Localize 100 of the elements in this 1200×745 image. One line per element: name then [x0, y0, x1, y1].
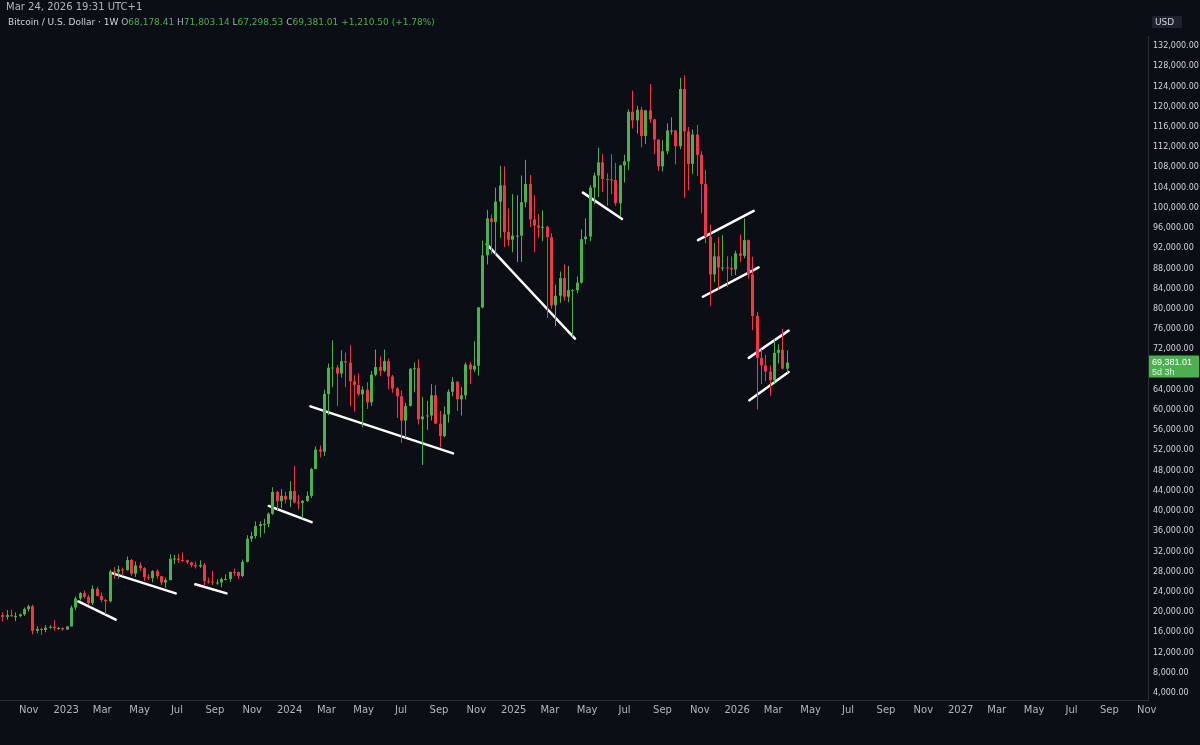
candlestick — [349, 344, 352, 407]
y-tick-label: 8,000.00 — [1153, 667, 1189, 677]
x-tick-label: Nov — [466, 703, 487, 715]
candlestick — [601, 153, 604, 193]
candlestick — [374, 349, 377, 377]
x-tick-label: May — [800, 703, 822, 715]
candlestick — [726, 255, 729, 288]
candlestick — [653, 118, 656, 155]
y-tick-label: 24,000.00 — [1153, 586, 1194, 596]
candlestick — [567, 265, 570, 303]
candlestick — [593, 171, 596, 205]
candlestick — [383, 349, 386, 373]
x-tick-label: 2024 — [276, 703, 303, 715]
x-tick-label: 2026 — [724, 703, 750, 715]
candlestick — [473, 340, 476, 373]
candlestick — [344, 352, 347, 388]
candlestick — [271, 486, 274, 516]
x-tick-label: Nov — [19, 703, 39, 715]
candlestick — [447, 388, 450, 424]
y-tick-label: 12,000.00 — [1153, 647, 1194, 657]
x-tick-label: May — [576, 703, 598, 715]
candlestick — [246, 534, 249, 564]
x-tick-label: 2027 — [947, 703, 974, 715]
candlestick — [469, 361, 472, 385]
candlestick — [340, 349, 343, 379]
candlestick — [533, 194, 536, 253]
x-tick-label: Sep — [653, 703, 672, 715]
candlestick — [426, 400, 429, 431]
chart-title: Bitcoin / U.S. Dollar · 1W — [8, 17, 119, 27]
text: O68,178.41 H71,803.14 L67,298.53 C69,381.01 +1,210.50 (+1.78%) — [121, 17, 435, 27]
y-tick-label: 84,000.00 — [1153, 283, 1194, 293]
candlestick — [769, 364, 772, 397]
x-tick-label: Mar — [987, 703, 1008, 715]
candlestick — [353, 374, 356, 413]
y-tick-label: 48,000.00 — [1153, 465, 1194, 475]
candlestick — [413, 361, 416, 393]
candlestick — [696, 124, 699, 177]
x-tick-label: May — [129, 703, 151, 715]
x-tick-label: Jul — [1064, 703, 1078, 715]
candlestick — [537, 213, 540, 239]
candlestick — [559, 270, 562, 304]
x-tick-label: 2025 — [500, 703, 527, 715]
candlestick — [357, 372, 360, 397]
text: 5d 3h — [1152, 367, 1175, 378]
candlestick — [494, 187, 497, 257]
candlestick — [760, 348, 763, 385]
candlestick — [396, 386, 399, 419]
candlestick — [113, 566, 116, 580]
candlestick — [623, 154, 626, 184]
x-tick-label: Mar — [540, 703, 561, 715]
candlestick — [280, 488, 283, 509]
x-tick-label: Sep — [429, 703, 449, 715]
y-tick-label: 44,000.00 — [1153, 485, 1194, 495]
y-tick-label: 128,000.00 — [1153, 61, 1199, 71]
candlestick — [387, 357, 390, 390]
candlestick — [336, 364, 339, 407]
candlestick — [674, 129, 677, 165]
x-tick-label: 2023 — [53, 703, 79, 715]
x-tick-label: Sep — [876, 703, 896, 715]
candlestick — [301, 499, 304, 520]
x-tick-label: Jul — [617, 703, 631, 715]
candlestick — [289, 480, 292, 508]
candlestick — [91, 585, 94, 606]
y-tick-label: 112,000.00 — [1153, 142, 1199, 152]
candlestick — [331, 339, 334, 388]
y-tick-label: 72,000.00 — [1153, 344, 1194, 354]
y-tick-label: 96,000.00 — [1153, 223, 1194, 233]
candlestick — [516, 194, 519, 263]
candlestick — [366, 381, 369, 410]
candlestick — [443, 405, 446, 438]
candlestick — [169, 553, 172, 581]
x-tick-label: Nov — [913, 703, 934, 715]
x-tick-label: Jul — [840, 703, 855, 715]
candlestick — [263, 518, 266, 534]
x-tick-label: Nov — [1137, 703, 1157, 715]
candlestick — [276, 490, 279, 511]
y-tick-label: 120,000.00 — [1153, 101, 1199, 111]
y-tick-label: 64,000.00 — [1153, 384, 1194, 394]
candlestick — [379, 355, 382, 377]
y-tick-label: 4,000.00 — [1153, 688, 1189, 697]
candlestick — [777, 343, 780, 364]
x-tick-label: Mar — [763, 703, 784, 715]
candlestick — [636, 105, 639, 135]
candlestick — [554, 284, 557, 327]
y-tick-label: 40,000.00 — [1153, 506, 1194, 516]
candlestick — [571, 288, 574, 338]
candlestick — [181, 551, 184, 563]
y-tick-label: 116,000.00 — [1153, 122, 1199, 132]
candlestick — [563, 263, 566, 302]
candlestick — [430, 383, 433, 422]
candlestick — [203, 562, 206, 587]
y-tick-label: 80,000.00 — [1153, 303, 1194, 313]
candlestick — [211, 570, 214, 586]
candlestick — [507, 207, 510, 247]
candlestick — [456, 381, 459, 412]
candlestick — [649, 83, 652, 124]
candlestick — [666, 122, 669, 155]
candlestick — [490, 213, 493, 255]
candlestick — [721, 234, 724, 272]
candlestick — [661, 139, 664, 172]
